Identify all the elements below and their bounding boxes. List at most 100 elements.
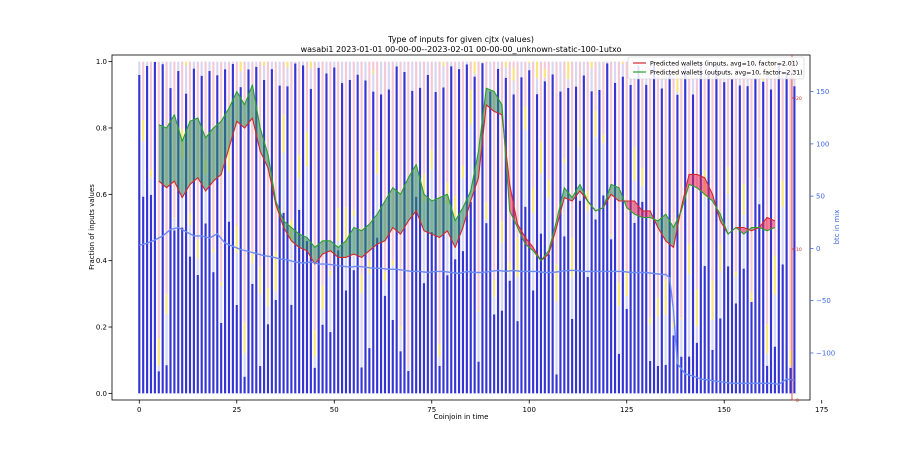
bar-other-segment [625, 61, 628, 270]
bar-fresh-segment [512, 94, 515, 394]
fill-outputs-above [392, 187, 401, 235]
bar-remix-segment [149, 177, 153, 195]
bar-fresh-segment [715, 63, 718, 394]
bar-fresh-segment [766, 365, 769, 394]
bar-yellow-segment [567, 61, 570, 79]
bar-other-segment [305, 61, 309, 132]
bar-fresh-segment [469, 201, 472, 394]
bar-fresh-segment [309, 88, 312, 394]
bar-fresh-segment [582, 75, 585, 394]
bar-remix-segment [758, 179, 761, 205]
bar-remix-segment [391, 265, 394, 320]
bar-other-segment [360, 61, 363, 275]
bar-other-segment [469, 61, 472, 90]
fill-outputs-above [252, 84, 261, 152]
bar-other-segment [368, 61, 371, 261]
bar-remix-segment [364, 61, 367, 81]
bar-remix-segment [348, 61, 351, 80]
bar-fresh-segment [317, 67, 320, 394]
bar-fresh-segment [559, 91, 562, 394]
bar-fresh-segment [169, 88, 172, 394]
bar-yellow-segment [376, 151, 379, 175]
x-tick-label: 150 [718, 406, 731, 414]
bar-other-segment [602, 61, 605, 135]
bar-yellow-segment [602, 134, 605, 143]
bar-yellow-segment [656, 297, 659, 317]
bar-remix-segment [617, 305, 620, 354]
bar-yellow-segment [239, 61, 242, 72]
fill-outputs-above [244, 84, 253, 128]
bar-yellow-segment [719, 243, 722, 272]
bar-fresh-segment [496, 68, 500, 394]
fill-outputs-above [260, 127, 268, 168]
bar-fresh-segment [578, 200, 582, 394]
bar-yellow-segment [547, 179, 550, 198]
bar-remix-segment [504, 67, 507, 78]
bar-remix-segment [465, 61, 468, 65]
bar-fresh-segment [161, 64, 164, 394]
bar-fresh-segment [727, 266, 730, 394]
bar-remix-segment [789, 365, 792, 368]
bar-other-segment [415, 61, 418, 165]
bar-fresh-segment [418, 87, 422, 394]
bar-fresh-segment [500, 310, 504, 394]
bar-other-segment [461, 61, 465, 166]
bar-remix-segment [383, 280, 387, 296]
x-axis-label: Coinjoin in time [434, 413, 489, 421]
bar-remix-segment [547, 197, 550, 255]
bar-fresh-segment [473, 76, 476, 394]
bar-fresh-segment [298, 209, 301, 394]
bar-yellow-segment [251, 251, 254, 263]
bar-yellow-segment [512, 67, 515, 81]
bar-other-segment [734, 61, 737, 272]
bar-yellow-segment [259, 266, 262, 294]
bar-yellow-segment [758, 178, 761, 180]
bar-fresh-segment [208, 71, 211, 394]
bar-other-segment [789, 61, 792, 351]
bar-other-segment [454, 61, 457, 196]
bar-yellow-segment [243, 322, 246, 354]
bar-remix-segment [220, 285, 223, 323]
bar-fresh-segment [742, 268, 745, 394]
bar-remix-segment [305, 166, 309, 242]
bar-fresh-segment [590, 91, 593, 394]
fill-outputs-above [158, 124, 167, 188]
bar-fresh-segment [613, 82, 617, 394]
bar-fresh-segment [656, 365, 659, 394]
bar-fresh-segment [695, 342, 698, 394]
bar-yellow-segment [695, 289, 698, 327]
bar-other-segment [321, 61, 324, 286]
bar-yellow-segment [504, 61, 507, 68]
fill-outputs-above [408, 164, 417, 221]
bar-fresh-segment [571, 318, 574, 394]
bar-other-segment [773, 61, 776, 256]
bar-other-segment [578, 61, 582, 120]
bar-fresh-segment [621, 76, 624, 394]
fill-outputs-above [486, 88, 495, 112]
bar-fresh-segment [235, 304, 238, 394]
bar-yellow-segment [676, 69, 679, 92]
bar-remix-segment [399, 329, 402, 352]
fill-inputs-above [767, 217, 775, 231]
bar-fresh-segment [563, 236, 566, 394]
fill-outputs-above [345, 227, 354, 258]
bar-fresh-segment [259, 366, 262, 394]
bar-fresh-segment [379, 94, 383, 394]
fill-outputs-above [166, 114, 175, 188]
bar-other-segment [649, 61, 652, 318]
bar-remix-segment [224, 61, 227, 70]
bar-fresh-segment [777, 64, 780, 394]
y-tick-label: 0.2 [96, 324, 107, 332]
composition-bars [138, 61, 796, 394]
bar-remix-segment [508, 272, 511, 281]
bar-fresh-segment [383, 295, 387, 394]
bar-fresh-segment [719, 318, 722, 394]
x-tick-label: 25 [232, 406, 241, 414]
bar-fresh-segment [602, 195, 605, 394]
bar-remix-segment [266, 305, 270, 325]
bar-remix-segment [411, 61, 414, 91]
bar-other-segment [610, 61, 613, 235]
bar-remix-segment [290, 239, 293, 305]
bar-yellow-segment [524, 107, 527, 130]
bar-fresh-segment [516, 321, 519, 394]
